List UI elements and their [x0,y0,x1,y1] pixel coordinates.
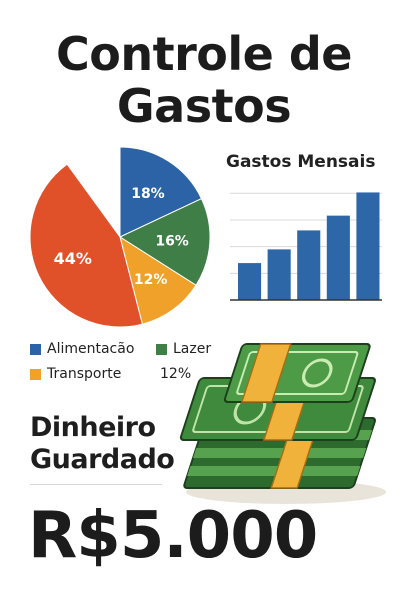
legend-item-transporte: Transporte [30,366,121,382]
savings-label-line-2: Guardado [30,444,175,475]
pie-slice-label: 18% [131,186,165,202]
pie-chart: 18% 16% 12% 44% [29,146,211,328]
pie-slice [119,235,197,325]
legend-swatch [30,343,41,355]
pie-slice [119,146,203,238]
title-line-1: Controle de [56,27,353,81]
pie-slice-label: 16% [155,233,189,249]
legend-item-alimentacao: Alimentacão [30,341,134,357]
bar-chart-title: Gastos Mensais [226,152,376,172]
legend-item-lazer: Lazer [156,341,211,357]
savings-amount: R$5.000 [28,499,318,573]
savings-label: Dinheiro Guardado [30,412,175,476]
bar [267,249,291,300]
page-title: Controle de Gastos [0,28,408,132]
bar [356,192,380,300]
money-stack-icon [179,343,386,504]
legend-label: Lazer [173,341,212,357]
legend-swatch [156,343,167,355]
savings-label-line-1: Dinheiro [30,412,156,443]
bar-chart [230,192,382,301]
bar [326,215,350,300]
bar [238,263,262,300]
divider [30,484,162,485]
legend-swatch [30,368,41,380]
legend-label: Transporte [47,366,122,382]
pie-slice-label: 12% [134,272,168,288]
pie-slice [118,198,211,286]
pie-slice-label: 44% [54,249,92,268]
title-line-2: Gastos [116,79,292,133]
pie-slice [29,163,143,328]
legend-extra-value: 12% [160,366,192,382]
bar [297,230,321,300]
legend-label: Alimentacão [47,341,135,357]
